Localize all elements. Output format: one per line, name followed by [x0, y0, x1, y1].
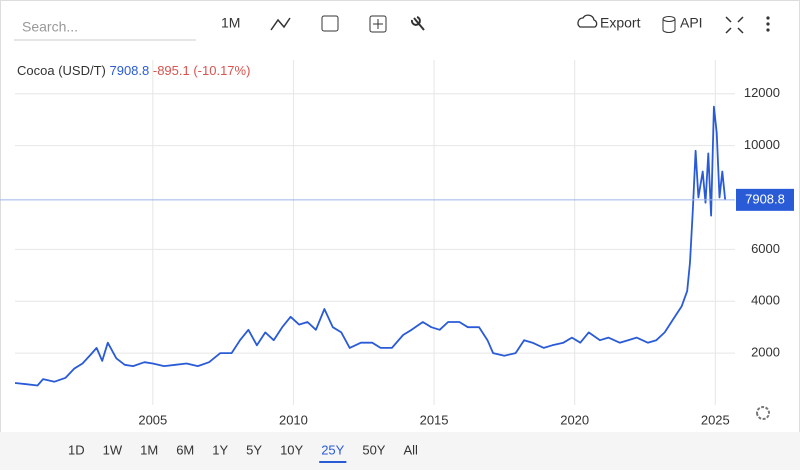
range-button[interactable]: 5Y — [246, 442, 262, 457]
compare-icon[interactable] — [369, 15, 387, 33]
last-price-badge — [736, 188, 794, 211]
x-tick-label: 2015 — [420, 412, 449, 427]
calendar-icon[interactable] — [321, 15, 339, 32]
compare-plus — [373, 19, 383, 29]
interval-button[interactable]: 1M — [221, 15, 240, 31]
range-button[interactable]: 6M — [176, 442, 194, 457]
api-button[interactable]: API — [680, 15, 703, 31]
export-button[interactable]: Export — [600, 15, 641, 31]
export-icon[interactable] — [577, 14, 598, 28]
x-tick-label: 2020 — [560, 412, 589, 427]
api-icon-body — [662, 19, 676, 33]
chart-settings-icon[interactable] — [756, 406, 771, 420]
x-tick-label: 2025 — [701, 412, 730, 427]
x-tick-label: 2010 — [279, 412, 308, 427]
range-button[interactable]: All — [403, 442, 418, 457]
fullscreen-icon[interactable] — [725, 16, 744, 34]
settings-icon[interactable] — [410, 16, 425, 31]
range-button[interactable]: 1Y — [212, 442, 228, 457]
range-button[interactable]: 1D — [68, 442, 85, 457]
range-bar — [0, 432, 800, 470]
y-tick-label: 6000 — [751, 241, 780, 256]
range-button[interactable]: 10Y — [280, 442, 303, 457]
range-button[interactable]: 1M — [140, 442, 158, 457]
last-price-badge-label: 7908.8 — [745, 191, 785, 206]
y-tick-label: 4000 — [751, 293, 780, 308]
y-tick-label: 12000 — [744, 85, 780, 100]
x-tick-label: 2005 — [138, 412, 167, 427]
price-line — [14, 105, 727, 387]
range-button[interactable]: 50Y — [362, 442, 385, 457]
price-change: -895.1 (-10.17%) — [153, 63, 251, 78]
menu-icon[interactable] — [766, 16, 770, 32]
symbol-name: Cocoa (USD/T) — [17, 63, 106, 78]
y-tick-label: 10000 — [744, 137, 780, 152]
symbol-label: Cocoa (USD/T) 7908.8 -895.1 (-10.17%) — [17, 63, 250, 78]
range-button[interactable]: 1W — [103, 442, 123, 457]
chart-type-icon[interactable] — [270, 17, 291, 31]
last-price: 7908.8 — [109, 63, 149, 78]
y-tick-label: 2000 — [751, 345, 780, 360]
range-button[interactable]: 25Y — [321, 442, 344, 457]
search-box[interactable]: Search... — [22, 19, 78, 35]
